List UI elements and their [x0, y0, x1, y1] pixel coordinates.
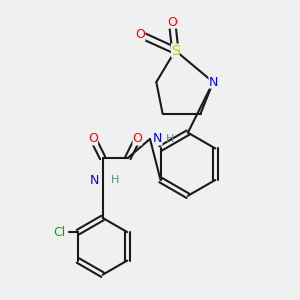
Text: O: O [132, 132, 142, 146]
Text: N: N [90, 173, 100, 187]
Text: H: H [110, 175, 119, 185]
Text: O: O [167, 16, 177, 28]
Text: N: N [208, 76, 218, 88]
Text: O: O [136, 28, 146, 41]
Text: Cl: Cl [53, 226, 65, 238]
Text: S: S [171, 44, 180, 58]
Text: N: N [153, 132, 163, 146]
Text: H: H [166, 134, 174, 144]
Text: O: O [88, 132, 98, 146]
